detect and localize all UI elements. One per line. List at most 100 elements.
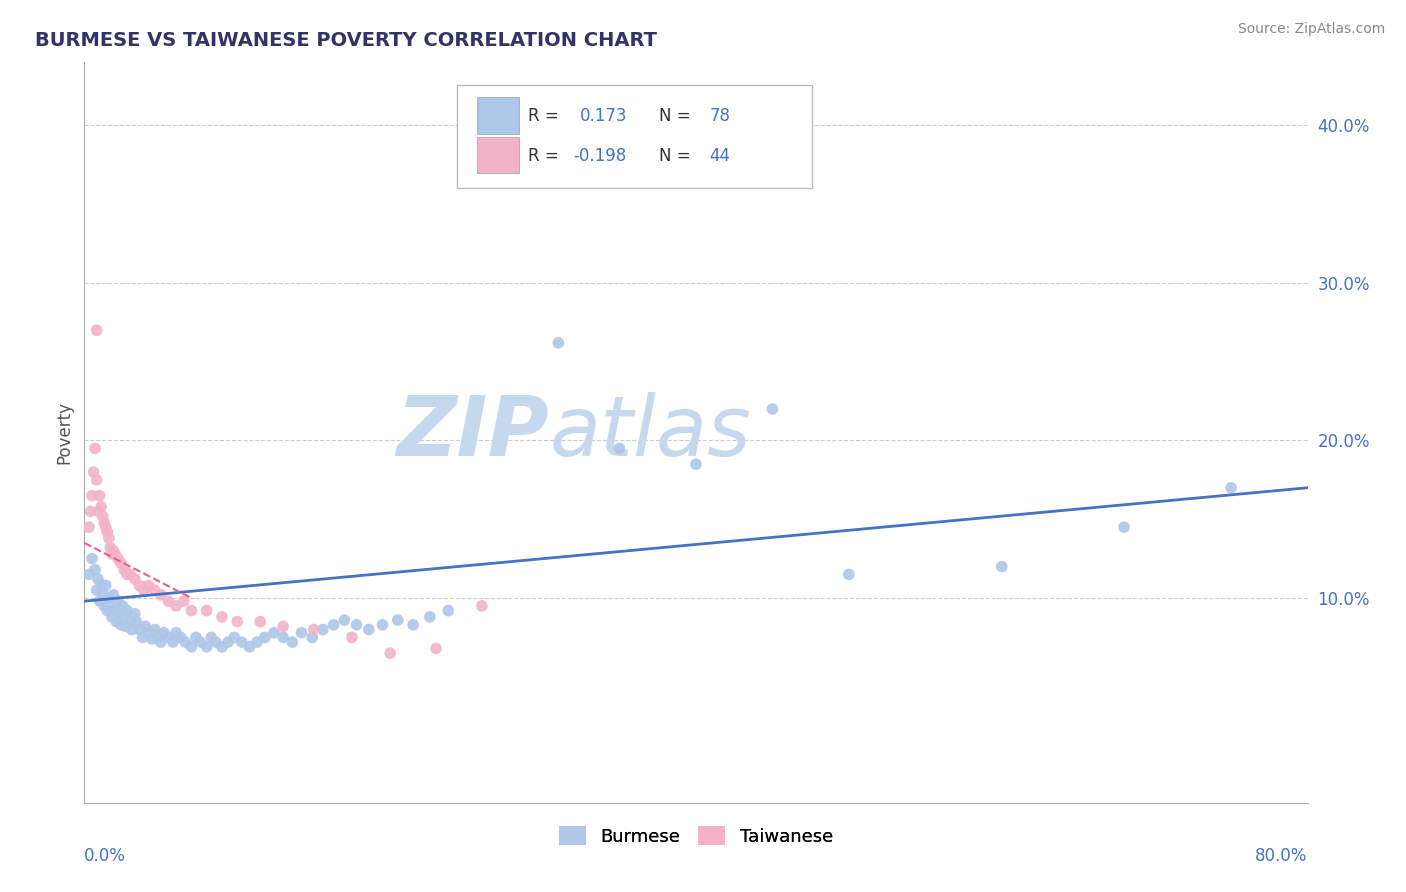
Point [170, 631, 193, 645]
Point [249, 615, 271, 629]
Point [89, 489, 111, 503]
Point [174, 635, 197, 649]
Point [180, 604, 202, 618]
Point [79, 504, 101, 518]
Text: ZIP: ZIP [396, 392, 550, 473]
Point [190, 635, 212, 649]
Point [84, 442, 107, 456]
Point [97, 591, 120, 605]
Point [238, 640, 260, 654]
Point [165, 599, 187, 613]
Point [104, 604, 127, 618]
Point [340, 631, 363, 645]
Text: 44: 44 [710, 147, 731, 165]
Point [90, 500, 112, 514]
Point [263, 625, 285, 640]
Point [98, 541, 121, 555]
Point [231, 635, 253, 649]
Point [211, 640, 233, 654]
Point [333, 613, 356, 627]
Point [143, 583, 166, 598]
Point [115, 567, 138, 582]
Point [200, 631, 222, 645]
Point [217, 635, 239, 649]
Point [173, 594, 195, 608]
Y-axis label: Poverty: Poverty [55, 401, 73, 464]
Point [108, 607, 131, 621]
Point [312, 623, 335, 637]
Point [138, 625, 160, 640]
Point [195, 604, 218, 618]
Point [419, 610, 441, 624]
Point [322, 617, 344, 632]
Point [371, 617, 394, 632]
Point [138, 578, 160, 592]
Point [180, 640, 202, 654]
Point [101, 610, 124, 624]
Point [302, 623, 325, 637]
Point [437, 604, 460, 618]
Point [107, 551, 129, 566]
Point [89, 594, 111, 608]
Point [104, 547, 127, 561]
Text: R =: R = [529, 147, 564, 165]
Text: 78: 78 [710, 107, 731, 125]
Point [110, 617, 132, 632]
Point [86, 583, 108, 598]
Point [103, 588, 125, 602]
Point [110, 557, 132, 571]
Text: R =: R = [529, 107, 564, 125]
Point [93, 599, 115, 613]
Point [124, 607, 146, 621]
Point [120, 615, 142, 629]
Point [107, 594, 129, 608]
Point [165, 625, 187, 640]
Point [77, 520, 100, 534]
Point [387, 613, 409, 627]
Point [94, 520, 117, 534]
Legend: Burmese, Taiwanese: Burmese, Taiwanese [551, 819, 841, 853]
Point [80, 489, 103, 503]
Point [290, 625, 312, 640]
Point [226, 615, 249, 629]
Point [211, 610, 233, 624]
Point [98, 599, 121, 613]
Point [761, 402, 783, 417]
Point [471, 599, 494, 613]
Point [1114, 520, 1136, 534]
Point [157, 594, 180, 608]
Point [271, 631, 294, 645]
Point [91, 509, 114, 524]
Point [205, 635, 228, 649]
Point [149, 635, 172, 649]
Point [83, 465, 105, 479]
Text: 0.173: 0.173 [579, 107, 627, 125]
Point [149, 588, 172, 602]
Point [402, 617, 425, 632]
Text: atlas: atlas [550, 392, 751, 473]
Point [132, 583, 155, 598]
Point [246, 635, 269, 649]
Point [112, 563, 135, 577]
Point [346, 617, 368, 632]
Point [162, 635, 184, 649]
Point [112, 610, 135, 624]
Point [135, 619, 157, 633]
Point [1220, 481, 1243, 495]
Text: -0.198: -0.198 [574, 147, 627, 165]
Point [380, 646, 402, 660]
Point [101, 547, 124, 561]
Point [547, 335, 569, 350]
Point [131, 631, 153, 645]
Point [838, 567, 860, 582]
Point [96, 604, 118, 618]
Point [125, 615, 148, 629]
Point [685, 457, 707, 471]
Point [115, 604, 138, 618]
FancyBboxPatch shape [477, 97, 519, 134]
Point [425, 641, 447, 656]
Point [195, 640, 218, 654]
Point [146, 629, 169, 643]
Point [77, 567, 100, 582]
Text: Source: ZipAtlas.com: Source: ZipAtlas.com [1237, 22, 1385, 37]
